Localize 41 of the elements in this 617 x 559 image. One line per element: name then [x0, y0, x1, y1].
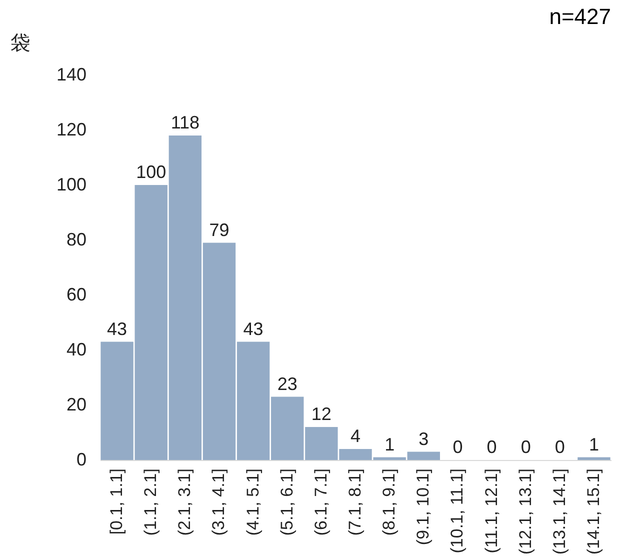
x-tick-label: (12.1, 13.1] [516, 468, 535, 555]
x-tick-label: (13.1, 14.1] [550, 468, 569, 555]
x-tick-label: (11.1, 12.1] [482, 468, 501, 554]
x-tick-label: [0.1, 1.1] [107, 468, 126, 535]
y-tick-label: 20 [66, 394, 86, 414]
x-tick-label: (10.1, 11.1] [448, 468, 467, 554]
y-tick-label: 40 [66, 340, 86, 360]
y-tick-label: 60 [66, 284, 86, 304]
data-label: 0 [554, 437, 565, 457]
x-tick-label: (8.1, 9.1] [380, 468, 399, 536]
x-tick-label: (14.1, 15.1] [584, 468, 603, 555]
data-label: 0 [452, 437, 463, 457]
x-tick-label: (4.1, 5.1] [243, 468, 262, 536]
y-axis-title: 袋 [10, 32, 30, 54]
x-tick-label: (5.1, 6.1] [277, 468, 296, 536]
bar [578, 457, 610, 460]
y-tick-label: 80 [66, 230, 86, 250]
data-label: 43 [243, 318, 264, 339]
data-label: 0 [486, 437, 497, 457]
data-label: 43 [107, 318, 128, 339]
data-label: 3 [418, 428, 429, 449]
x-tick-label: (1.1, 2.1] [141, 468, 160, 536]
y-tick-label: 0 [76, 450, 86, 470]
data-label: 1 [588, 434, 599, 454]
x-tick-label: (3.1, 4.1] [209, 468, 228, 536]
y-tick-label: 100 [56, 174, 86, 194]
data-label: 4 [350, 426, 361, 446]
x-tick-label: (9.1, 10.1] [414, 468, 433, 546]
data-label: 100 [136, 162, 166, 182]
y-tick-label: 140 [56, 64, 86, 84]
x-tick-label: (6.1, 7.1] [311, 468, 330, 536]
data-label: 118 [170, 112, 200, 132]
y-tick-label: 120 [56, 120, 86, 140]
data-label: 0 [520, 437, 531, 457]
x-tick-label: (2.1, 3.1] [175, 468, 194, 536]
data-label: 12 [311, 404, 332, 424]
data-label: 79 [209, 220, 230, 240]
x-tick-label: (7.1, 8.1] [346, 468, 364, 536]
data-label: 23 [277, 374, 298, 394]
data-label: 1 [384, 434, 395, 454]
text: n=427 [549, 4, 611, 29]
